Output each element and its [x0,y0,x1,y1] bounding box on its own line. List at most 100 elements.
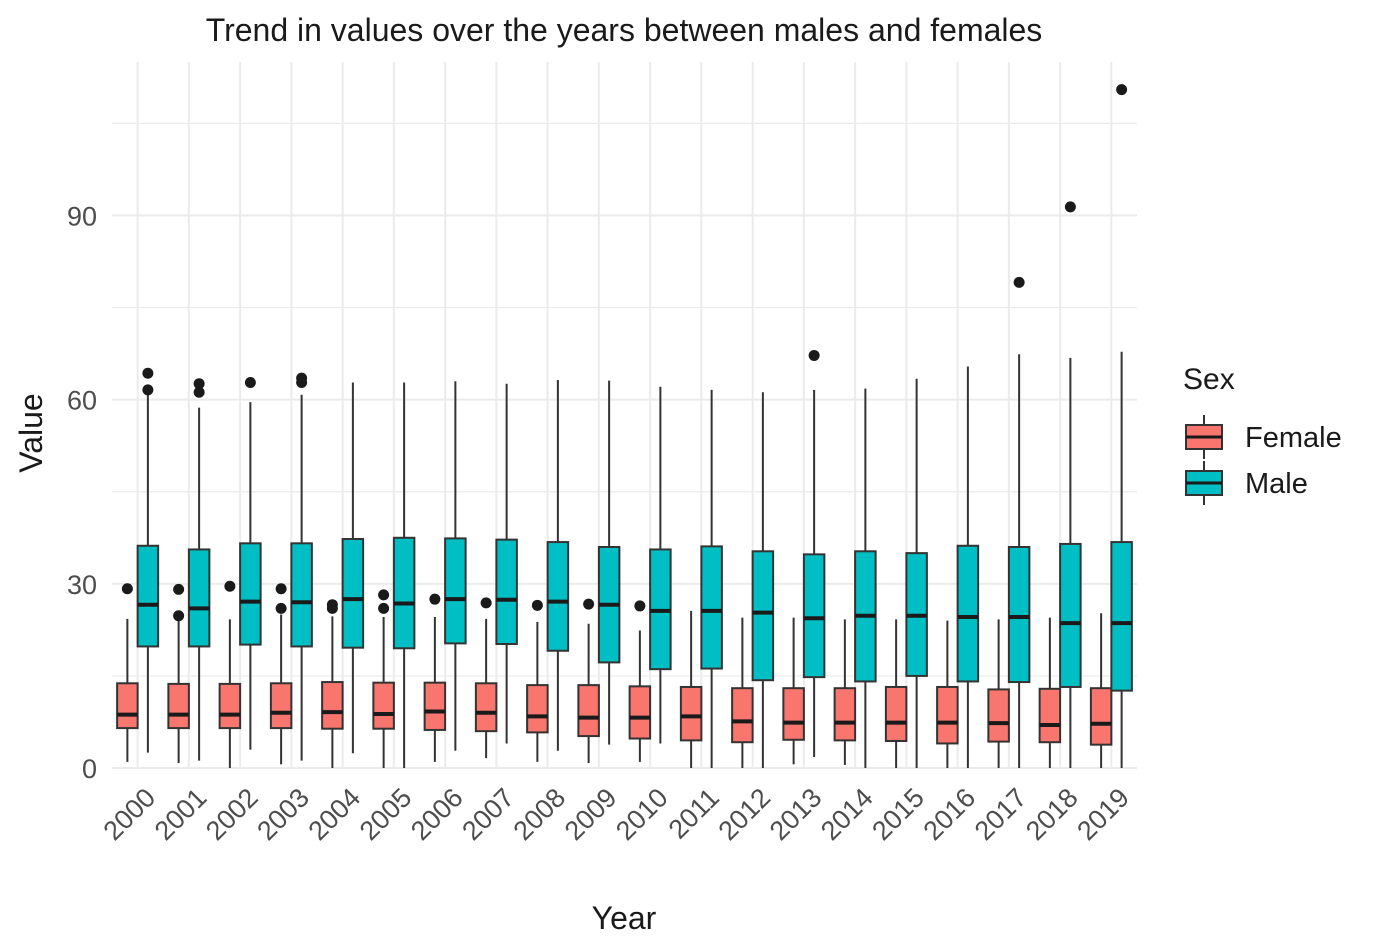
box-female-2001 [167,583,190,764]
box-male-2017 [1007,276,1031,768]
box-female-2015 [884,619,908,768]
outlier-point [583,598,595,610]
box-female-2012 [731,617,754,768]
box-body [884,685,908,742]
box-body [802,553,826,679]
outlier-point [296,376,308,388]
box-female-2014 [833,619,857,765]
box-male-2012 [751,392,775,768]
y-tick-label: 90 [67,201,97,231]
outlier-point [1013,276,1025,288]
box-body [372,681,395,730]
box-female-2005 [372,589,395,768]
box-body [628,685,652,740]
y-tick-label: 30 [67,570,97,600]
x-tick-label: 2018 [1020,782,1084,846]
box-body [167,682,190,730]
outlier-point [378,589,390,601]
box-body [321,681,344,730]
box-body [577,684,600,738]
outlier-point [244,376,256,388]
x-tick-label: 2000 [98,782,162,846]
box-body [341,538,365,649]
box-body [833,687,857,742]
legend-label: Male [1245,468,1308,500]
legend-item-female: Female [1185,415,1342,459]
x-tick-label: 2003 [251,782,315,846]
box-body [936,685,959,745]
box-body [1038,687,1062,744]
box-male-2003 [290,372,313,761]
box-male-2007 [495,383,518,744]
outlier-point [224,580,236,592]
outlier-point [808,349,820,361]
box-female-2013 [782,617,805,765]
box-male-2014 [854,388,877,768]
box-male-2011 [700,389,723,768]
box-body [290,542,313,648]
x-tick-label: 2010 [610,782,674,846]
x-tick-label: 2013 [764,782,828,846]
box-body [136,544,160,648]
outlier-point [275,583,287,595]
y-tick-label: 60 [67,386,97,416]
x-tick-label: 2014 [815,782,879,846]
outlier-point [121,583,133,595]
box-male-2015 [905,378,928,768]
boxes [116,84,1133,768]
box-male-2013 [802,349,826,757]
outlier-point [1064,201,1076,213]
box-body [956,544,980,683]
box-body [987,688,1010,743]
box-female-2006 [423,593,447,762]
box-body [218,682,242,730]
legend-title: Sex [1183,363,1235,396]
box-body [423,681,447,731]
box-body [1059,542,1082,688]
box-body [239,542,262,646]
box-body [526,684,549,734]
box-female-2010 [628,600,652,762]
legend: Sex Female Male [1183,363,1342,505]
box-male-2009 [597,380,621,745]
outlier-point [193,386,205,398]
outlier-point [531,599,543,611]
box-female-2003 [269,583,293,765]
box-male-2001 [187,378,211,761]
x-tick-label: 2015 [866,782,930,846]
outlier-point [326,602,338,614]
x-tick-label: 2005 [354,782,418,846]
chart-title: Trend in values over the years between m… [206,12,1043,48]
outlier-point [142,367,154,379]
box-body [751,550,775,682]
box-male-2006 [444,381,467,751]
box-male-2002 [239,376,262,750]
box-female-2002 [218,580,242,768]
legend-item-male: Male [1185,461,1308,505]
x-axis-title: Year [592,900,657,936]
x-tick-label: 2019 [1071,782,1135,846]
outlier-point [634,600,646,612]
x-axis-ticks: 2000200120022003200420052006200720082009… [98,782,1135,846]
x-tick-label: 2016 [918,782,982,846]
box-male-2008 [546,380,570,751]
box-body [782,687,805,741]
x-tick-label: 2017 [969,782,1033,846]
box-male-2000 [136,367,160,753]
box-female-2004 [321,599,344,768]
box-body [444,537,467,645]
grid [112,62,1137,769]
box-body [269,682,293,730]
box-male-2010 [649,386,672,744]
box-body [679,685,703,742]
x-tick-label: 2007 [456,782,520,846]
legend-label: Female [1245,422,1342,454]
box-body [1110,541,1133,692]
outlier-point [173,610,185,622]
x-tick-label: 2004 [303,782,367,846]
x-tick-label: 2011 [663,782,725,844]
box-male-2018 [1059,201,1082,768]
outlier-point [480,597,492,609]
x-tick-label: 2001 [149,782,213,846]
